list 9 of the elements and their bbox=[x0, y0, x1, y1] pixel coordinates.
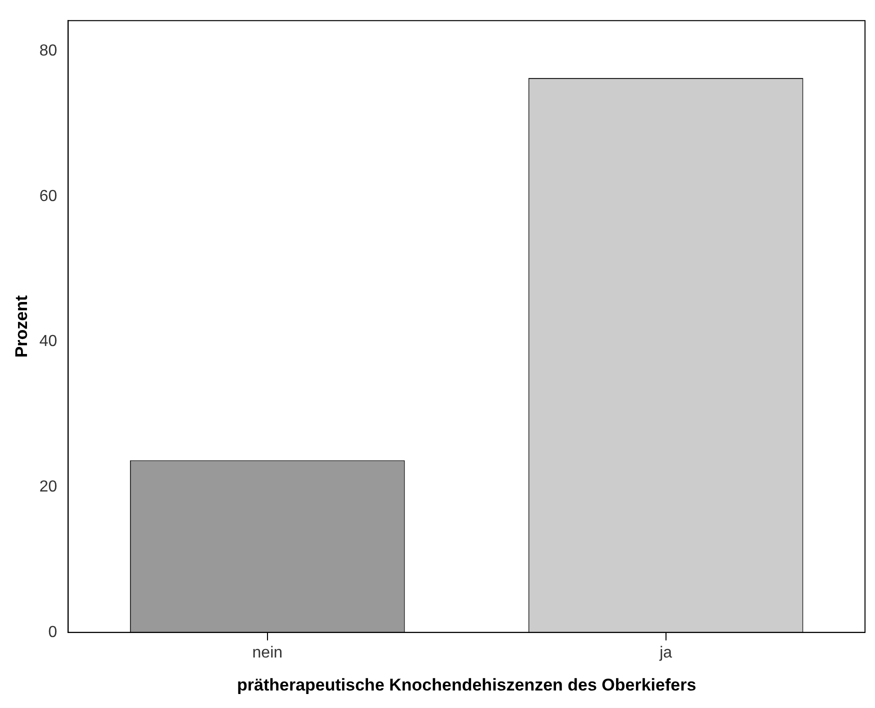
x-tick-label: nein bbox=[252, 644, 283, 662]
y-tick-label: 60 bbox=[39, 188, 58, 205]
y-tick-label: 80 bbox=[39, 42, 58, 60]
y-tick-label: 20 bbox=[39, 478, 58, 496]
y-tick-label: 0 bbox=[48, 624, 58, 641]
y-tick-label: 40 bbox=[39, 333, 58, 350]
y-axis-title: Prozent bbox=[12, 294, 31, 358]
x-axis-title: prätherapeutische Knochendehiszenzen des Oberkiefers bbox=[237, 675, 696, 694]
x-tick-label: ja bbox=[658, 644, 672, 662]
